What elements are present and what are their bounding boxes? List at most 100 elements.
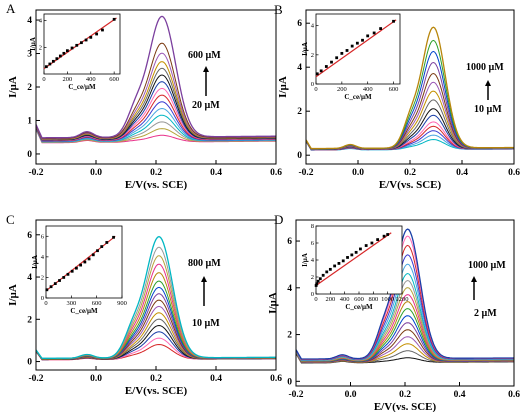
inset-frame [315, 13, 401, 85]
x-tick-label: 0.2 [399, 390, 411, 400]
conc-high-label: 1000 µM [466, 62, 504, 73]
inset-x-tick-label: 200 [325, 296, 335, 303]
x-tick-label: 0.4 [456, 168, 468, 178]
cv-curve [35, 331, 276, 361]
y-axis-label: I/µA [277, 76, 289, 98]
calibration-inset: 0 200 400 600 2 4 C_ce/µM I/µA [29, 13, 121, 91]
inset-x-tick-label: 600 [389, 86, 399, 93]
x-tick-label: 0.4 [454, 390, 466, 400]
inset-x-tick-label: 600 [92, 300, 102, 307]
y-axis-label: I/µA [7, 284, 19, 306]
inset-y-tick-label: 4 [311, 23, 315, 30]
inset-y-label: I/µA [29, 37, 37, 51]
inset-point [70, 46, 74, 50]
inset-point [315, 72, 319, 76]
inset-x-tick-label: 800 [368, 296, 378, 303]
inset-point [101, 28, 104, 32]
inset-x-tick-label: 0 [314, 86, 317, 93]
inset-point [370, 241, 374, 245]
inset-point [372, 31, 376, 35]
concentration-arrow [471, 276, 477, 300]
inset-point [376, 238, 380, 241]
inset-x-tick-label: 400 [340, 296, 350, 303]
inset-x-tick-label: 0 [314, 296, 317, 303]
conc-low-label: 10 µM [192, 318, 220, 329]
inset-x-tick-label: 400 [363, 86, 373, 93]
inset-x-label: C_ce/µM [70, 307, 98, 315]
inset-point [51, 59, 55, 63]
inset-y-tick-label: 6 [311, 240, 315, 247]
x-tick-label: 0.0 [345, 390, 357, 400]
inset-point [318, 277, 322, 281]
arrow-head [203, 66, 209, 72]
y-tick-label: 3 [27, 50, 32, 60]
panel-label: C [6, 212, 15, 227]
cv-curve [35, 337, 276, 361]
inset-point [330, 60, 333, 64]
inset-point [364, 244, 368, 247]
inset-point [335, 56, 339, 60]
cv-curve [35, 42, 276, 139]
inset-y-tick-label: 2 [41, 274, 44, 281]
inset-y-label: I/µA [31, 255, 39, 269]
cv-curve [35, 235, 276, 359]
inset-point [321, 273, 325, 277]
concentration-arrow [203, 66, 209, 96]
inset-point [350, 44, 354, 48]
panel-d: D -0.2 0.0 0.2 0.4 0.6 0 2 4 6 E/V(vs. SCE) I/µA… [267, 212, 520, 412]
inset-point [316, 279, 320, 283]
inset-point [49, 285, 53, 289]
inset-point [333, 264, 337, 268]
inset-point [75, 43, 79, 47]
cv-curve [35, 324, 276, 361]
inset-point [95, 32, 99, 36]
inset-point [75, 266, 78, 270]
inset-point [96, 249, 99, 253]
plot-frame [295, 219, 515, 387]
inset-point [325, 270, 329, 274]
inset-y-tick-label: 0 [311, 291, 314, 298]
inset-point [83, 260, 87, 264]
cv-curve [305, 26, 514, 150]
inset-point [392, 19, 395, 23]
inset-x-tick-label: 0 [42, 76, 45, 83]
inset-x-tick-label: 200 [63, 76, 73, 83]
x-tick-label: -0.2 [28, 168, 43, 178]
arrow-head [471, 276, 477, 282]
inset-point [105, 241, 109, 244]
plot-frame [35, 9, 277, 165]
x-tick-label: 0.2 [404, 168, 416, 178]
inset-y-label: I/µA [301, 42, 309, 56]
y-axis-label: I/µA [267, 292, 279, 314]
inset-point [346, 256, 349, 259]
inset-point [319, 69, 323, 73]
plot-frame [305, 9, 515, 165]
inset-x-tick-label: 200 [337, 86, 347, 93]
x-tick-label: -0.2 [298, 168, 313, 178]
y-tick-label: 4 [27, 16, 32, 26]
y-tick-label: 0 [27, 150, 32, 160]
y-tick-label: 0 [27, 358, 32, 368]
cv-curves [35, 15, 276, 144]
inset-y-tick-label: 4 [311, 257, 315, 264]
inset-point [79, 263, 83, 267]
inset-point [65, 49, 69, 53]
inset-point [324, 65, 328, 68]
x-tick-label: 0.6 [508, 390, 520, 400]
arrow-head [201, 276, 207, 282]
y-tick-label: 4 [27, 273, 32, 283]
inset-point [315, 282, 319, 286]
inset-y-label: I/µA [301, 253, 309, 267]
x-tick-label: 0.0 [90, 374, 102, 384]
cv-curve [35, 101, 276, 142]
inset-point [337, 262, 341, 265]
inset-x-tick-label: 400 [86, 76, 96, 83]
inset-point [350, 253, 354, 257]
inset-point [44, 65, 48, 69]
inset-y-tick-label: 2 [311, 274, 314, 281]
concentration-arrow [201, 276, 207, 306]
inset-point [62, 276, 66, 279]
